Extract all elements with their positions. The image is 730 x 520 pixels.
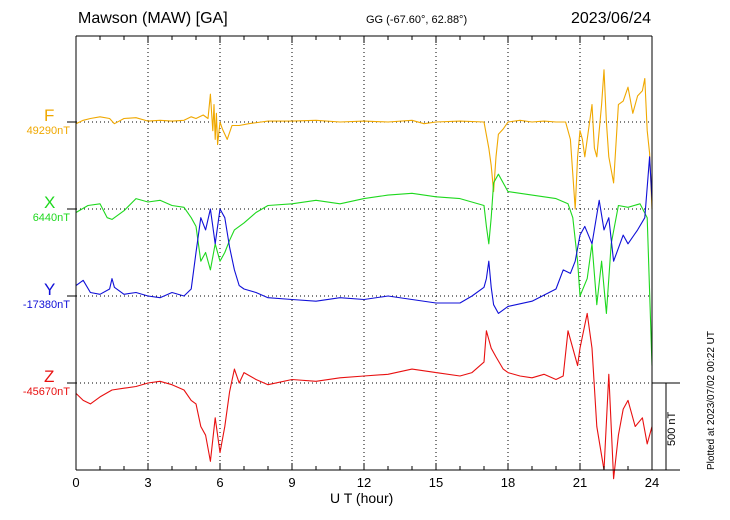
series-lines — [75, 69, 653, 480]
series-baseline-x: 6440nT — [32, 212, 70, 224]
series-baseline-f: 49290nT — [26, 125, 70, 137]
series-line-y — [75, 156, 653, 314]
x-tick-label: 6 — [216, 475, 223, 490]
chart-grid — [76, 36, 652, 470]
station-coordinates: GG (-67.60°, 62.88°) — [366, 14, 468, 26]
series-label-f: F — [44, 106, 55, 125]
x-tick-label: 3 — [144, 475, 151, 490]
series-line-z — [75, 312, 653, 480]
series-line-f — [75, 69, 653, 210]
series-line-x — [75, 173, 653, 366]
x-tick-label: 15 — [429, 475, 443, 490]
series-baseline-y: -17380nT — [22, 299, 70, 311]
chart-frame — [67, 35, 680, 471]
x-tick-label: 9 — [288, 475, 295, 490]
plotted-timestamp: Plotted at 2023/07/02 00:22 UT — [706, 331, 717, 470]
x-tick-label: 12 — [357, 475, 371, 490]
x-tick-label: 21 — [573, 475, 587, 490]
series-label-x: X — [44, 193, 56, 212]
series-label-z: Z — [44, 367, 55, 386]
station-title: Mawson (MAW) [GA] — [78, 10, 228, 27]
x-tick-label: 24 — [645, 475, 659, 490]
plot-date: 2023/06/24 — [571, 10, 652, 27]
x-tick-label: 18 — [501, 475, 515, 490]
x-axis-label: U T (hour) — [330, 490, 394, 506]
scale-bar-label: 500 nT — [666, 411, 678, 446]
series-label-y: Y — [44, 280, 56, 299]
series-baseline-z: -45670nT — [22, 386, 70, 398]
x-axis-ticks: 0 3 6 9 12 15 18 21 24 — [72, 36, 659, 490]
x-tick-label: 0 — [72, 475, 79, 490]
